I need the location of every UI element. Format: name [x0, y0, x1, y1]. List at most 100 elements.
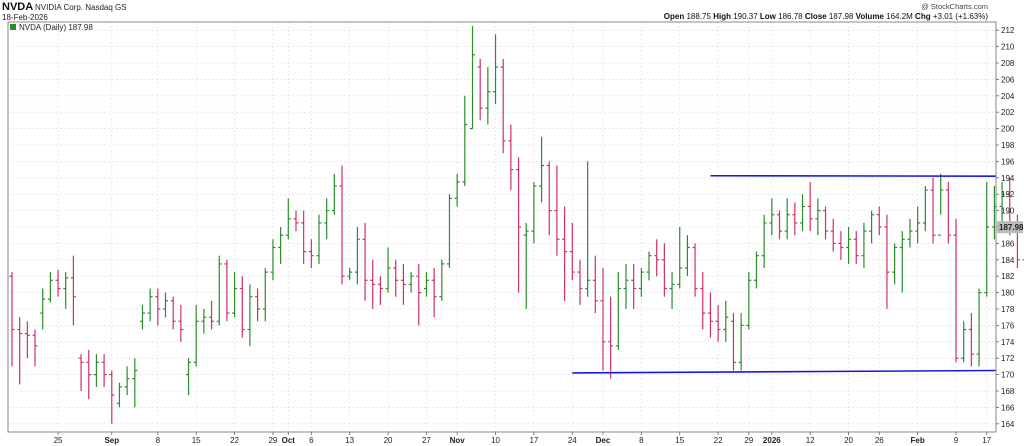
ohlc-bar: [823, 206, 829, 240]
ohlc-bar: [78, 354, 84, 391]
ohlc-bar: [493, 34, 499, 104]
ohlc-bar: [846, 227, 852, 264]
ohlc-bar: [239, 276, 245, 338]
ohlc-bar: [109, 370, 115, 424]
ohlc-bar: [423, 272, 429, 297]
ohlc-bar: [470, 26, 475, 130]
ohlc-bar: [516, 157, 522, 293]
ohlc-bar: [945, 181, 951, 244]
ohlc-bar: [715, 304, 721, 342]
last-price-box: [997, 221, 1023, 234]
x-tick-label: 29: [268, 436, 277, 445]
ohlc-bar: [70, 255, 76, 326]
y-tick-label: 170: [1001, 371, 1015, 380]
company-name: NVIDIA Corp. Nasdaq GS: [35, 4, 127, 12]
ohlc-bar: [562, 206, 568, 301]
legend-swatch: [10, 24, 16, 30]
ohlc-bar: [285, 198, 291, 240]
ohlc-bars: [9, 26, 1024, 424]
x-tick-label: 10: [491, 436, 500, 445]
ohlc-bar: [853, 231, 859, 264]
ohlc-bar: [961, 321, 967, 363]
ohlc-bar: [124, 366, 130, 396]
x-tick-label: Dec: [596, 436, 611, 445]
chart-date: 18-Feb-2026: [2, 13, 48, 22]
ohlc-bar: [899, 231, 905, 293]
ohlc-bar: [262, 268, 268, 322]
ohlc-bar: [170, 296, 176, 330]
ohlc-bar: [922, 186, 928, 232]
chg-value: +3.01 (+1.63%): [932, 12, 988, 21]
ohlc-bar: [784, 198, 790, 240]
high-value: 190.37: [733, 12, 758, 21]
ohlc-bar: [800, 194, 806, 232]
company-name-text: NVIDIA Corp.: [35, 3, 84, 12]
chg-label: Chg: [915, 12, 931, 21]
close-label: Close: [804, 12, 827, 21]
last-price-label: 187.98: [999, 223, 1024, 232]
ohlc-bar: [40, 288, 46, 330]
x-tick-label: 15: [192, 436, 201, 445]
ohlc-bar: [216, 255, 222, 326]
y-tick-label: 182: [1001, 272, 1015, 281]
ohlc-bar: [884, 214, 890, 309]
y-tick-label: 178: [1001, 305, 1015, 314]
ohlc-bar: [86, 350, 92, 400]
ohlc-bar: [792, 202, 798, 236]
ohlc-bar: [661, 243, 667, 297]
ohlc-bar: [116, 382, 122, 408]
open-label: Open: [663, 12, 685, 21]
y-tick-label: 186: [1001, 239, 1015, 248]
ohlc-bar: [354, 227, 360, 285]
ohlc-bar: [17, 317, 23, 385]
ohlc-bar: [968, 313, 974, 367]
x-tick-label: Feb: [911, 436, 925, 445]
legend-text: NVDA (Daily) 187.98: [19, 23, 93, 32]
ohlc-bar: [201, 309, 207, 334]
ohlc-bar: [439, 259, 445, 301]
y-tick-label: 206: [1001, 75, 1015, 84]
ohlc-bar: [147, 288, 153, 322]
ohlc-bar: [539, 136, 545, 203]
x-tick-label: 25: [54, 436, 63, 445]
ohlc-bar: [93, 354, 99, 387]
ohlc-bar: [761, 214, 767, 268]
high-label: High: [713, 12, 731, 21]
ohlc-bar: [446, 194, 452, 268]
ohlc-bar: [523, 222, 529, 309]
ohlc-bar: [308, 239, 314, 268]
ohlc-bar: [984, 181, 990, 297]
ohlc-bar: [631, 263, 637, 309]
close-value: 187.98: [828, 12, 854, 21]
y-tick-label: 208: [1001, 59, 1015, 68]
ohlc-bar: [608, 296, 614, 379]
ohlc-bar: [132, 358, 138, 408]
x-tick-label: 17: [529, 436, 538, 445]
y-tick-label: 212: [1001, 26, 1015, 35]
y-tick-label: 204: [1001, 92, 1015, 101]
ohlc-bar: [101, 354, 107, 387]
x-axis: 25 Sep 8 15 22 29 Oct 6 13 20 27 Nov 10 17 24 Dec 8 15 22 2…: [54, 432, 992, 445]
ohlc-bar: [385, 247, 391, 293]
ohlc-bar: [777, 210, 782, 240]
ohlc-bar: [416, 263, 422, 326]
x-tick-label: 6: [309, 436, 314, 445]
ohlc-bar: [55, 269, 61, 297]
ohlc-bar: [615, 272, 621, 350]
ohlc-bar: [393, 259, 399, 297]
ohlc-bar: [24, 321, 30, 359]
ohlc-bar: [815, 198, 821, 236]
y-axis: 1641661681701721741761781801821841861881…: [996, 26, 1015, 429]
y-tick-label: 166: [1001, 403, 1015, 412]
ohlc-bar: [769, 198, 775, 236]
ohlc-bar: [930, 177, 936, 244]
ohlc-bar: [892, 243, 898, 285]
ohlc-bar: [408, 272, 414, 293]
x-tick-label: 26: [875, 436, 884, 445]
ohlc-bar: [554, 165, 560, 256]
ohlc-bar: [638, 268, 644, 297]
ohlc-bar: [838, 231, 844, 260]
ohlc-bar: [723, 300, 729, 342]
ohlc-bar: [677, 227, 683, 289]
